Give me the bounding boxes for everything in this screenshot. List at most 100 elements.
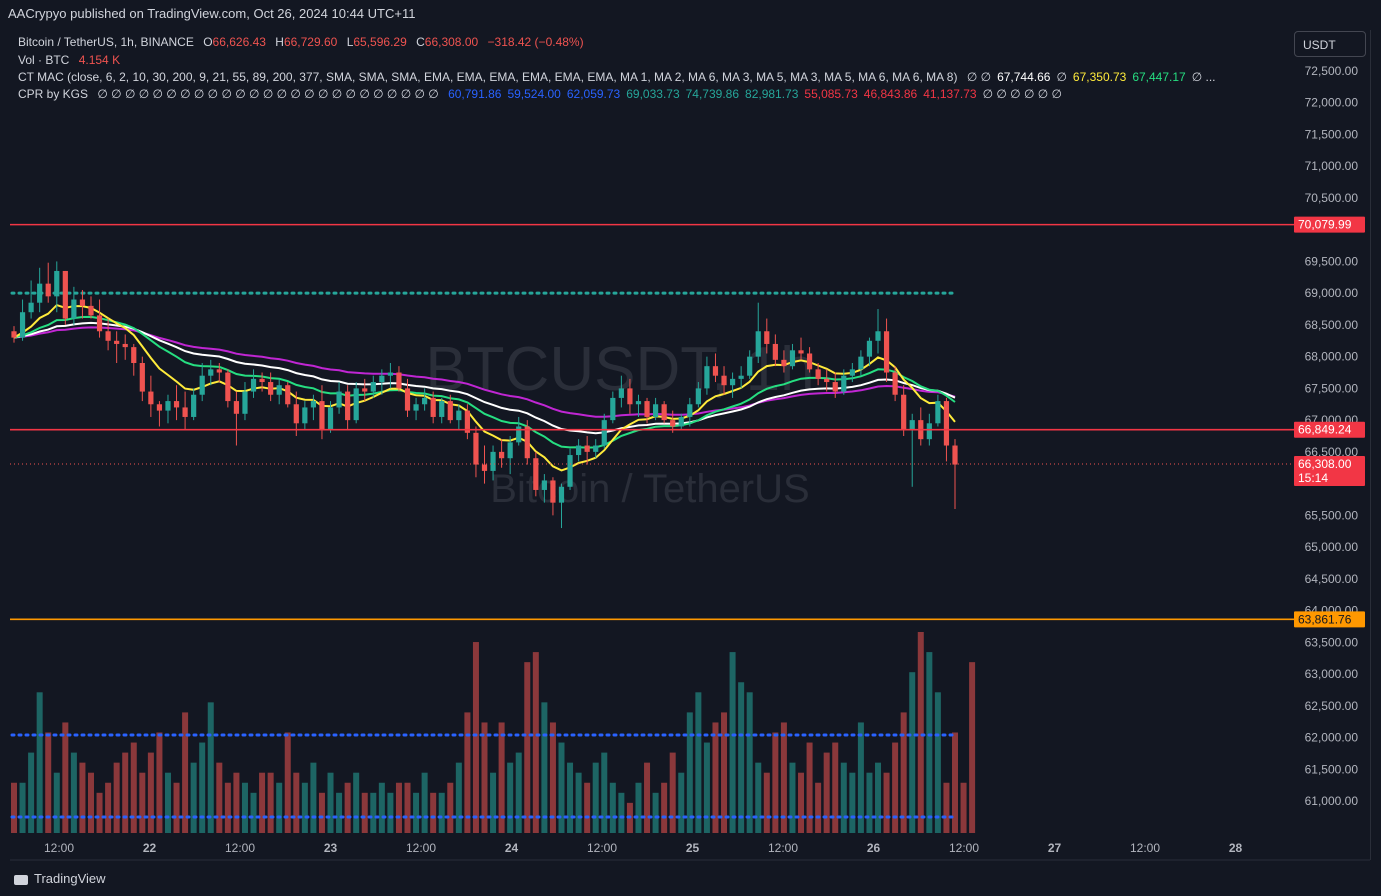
volume-bar-65 [567, 762, 574, 833]
time-tick-13: 28 [1229, 841, 1243, 855]
volume-bar-50 [438, 792, 445, 833]
candle-body-89 [772, 343, 778, 360]
volume-bar-48 [421, 772, 428, 833]
volume-bar-68 [592, 762, 599, 833]
price-tick-21: 61,000.00 [1305, 794, 1359, 808]
legend-cpr-value-9: ∅ ∅ ∅ ∅ ∅ ∅ [982, 87, 1062, 101]
volume-bar-15 [139, 772, 146, 833]
volume-bar-95 [823, 752, 830, 833]
time-tick-2: 12:00 [225, 841, 255, 855]
candle-body-3 [37, 283, 43, 303]
candle-body-69 [601, 420, 607, 446]
candle-body-103 [892, 372, 898, 395]
volume-bar-17 [156, 732, 163, 833]
volume-bar-19 [173, 782, 180, 833]
time-tick-12: 12:00 [1130, 841, 1160, 855]
volume-bar-43 [378, 782, 385, 833]
volume-bar-101 [875, 762, 882, 833]
legend-ctmac-value-2: ∅ [1056, 70, 1067, 84]
candle-body-24 [216, 369, 222, 373]
volume-bar-107 [926, 652, 933, 833]
volume-bar-58 [507, 762, 514, 833]
volume-bar-67 [584, 782, 591, 833]
candle-body-47 [413, 404, 419, 411]
price-tag-bg-1 [1294, 421, 1365, 438]
candle-body-107 [926, 423, 932, 440]
legend-volume-row[interactable]: Vol · BTC 4.154 K [18, 53, 126, 67]
price-tag-0: 70,079.99 [1298, 218, 1352, 232]
time-tick-11: 27 [1048, 841, 1062, 855]
candle-body-6 [62, 270, 68, 319]
candle-body-57 [499, 451, 505, 459]
volume-bar-5 [53, 772, 60, 833]
candle-body-16 [148, 391, 154, 405]
price-tick-0: 72,500.00 [1305, 64, 1359, 78]
volume-bar-112 [969, 662, 976, 833]
candle-body-25 [225, 372, 231, 402]
candle-body-43 [379, 375, 385, 383]
price-tick-14: 64,500.00 [1305, 572, 1359, 586]
volume-bar-8 [79, 762, 86, 833]
volume-bar-22 [199, 742, 206, 833]
price-axis: 72,500.00 72,000.00 71,500.00 71,000.00 70,5… [1305, 64, 1359, 808]
volume-bar-87 [755, 762, 762, 833]
legend-ctmac-row[interactable]: CT MAC (close, 6, 2, 10, 30, 200, 9, 21,… [18, 70, 1222, 84]
volume-bar-88 [763, 772, 770, 833]
volume-bar-89 [772, 732, 779, 833]
price-tick-18: 62,500.00 [1305, 699, 1359, 713]
volume-bar-36 [318, 792, 325, 833]
candle-body-101 [875, 331, 881, 341]
volume-bar-23 [207, 702, 214, 833]
ma-white-line [13, 321, 956, 435]
price-tick-16: 63,500.00 [1305, 635, 1359, 649]
volume-bar-26 [233, 772, 240, 833]
candle-body-31 [276, 385, 282, 395]
volume-bar-47 [413, 792, 420, 833]
volume-bar-9 [87, 772, 94, 833]
volume-bar-10 [96, 792, 103, 833]
candle-body-80 [695, 388, 701, 405]
candle-body-19 [173, 401, 180, 408]
candle-body-81 [704, 366, 710, 389]
candle-body-100 [866, 340, 873, 357]
candle-body-88 [764, 331, 770, 344]
candle-body-105 [909, 420, 915, 430]
candle-body-1 [19, 312, 26, 338]
volume-bar-34 [301, 782, 308, 833]
publisher-line: AACrypyo published on TradingView.com, O… [8, 6, 416, 21]
legend-change: −318.42 (−0.48%) [487, 35, 584, 49]
volume-bar-75 [652, 792, 659, 833]
candle-body-52 [456, 410, 462, 421]
time-tick-9: 26 [867, 841, 881, 855]
volume-bar-71 [618, 792, 625, 833]
candle-body-14 [131, 347, 137, 363]
legend-close: C66,308.00 [416, 35, 479, 49]
volume-bar-2 [28, 752, 35, 833]
tradingview-footer[interactable]: TradingView [14, 871, 106, 886]
currency-button[interactable]: USDT [1294, 31, 1366, 57]
legend-open: O66,626.43 [203, 35, 266, 49]
legend-symbol-row[interactable]: Bitcoin / TetherUS, 1h, BINANCE O66,626.… [18, 35, 590, 49]
price-tick-9: 67,500.00 [1305, 381, 1359, 395]
volume-bar-33 [293, 772, 300, 833]
candle-body-87 [755, 331, 761, 357]
volume-bar-59 [515, 752, 522, 833]
candle-body-4 [45, 283, 51, 297]
candle-body-56 [490, 451, 496, 471]
price-tick-13: 65,000.00 [1305, 540, 1359, 554]
candle-body-99 [858, 356, 864, 370]
candle-body-17 [156, 404, 163, 411]
price-tick-12: 65,500.00 [1305, 508, 1359, 522]
price-tick-7: 68,500.00 [1305, 318, 1359, 332]
volume-bar-111 [960, 782, 967, 833]
volume-bar-66 [575, 772, 582, 833]
volume-bar-31 [276, 782, 283, 833]
volume-bar-64 [558, 742, 565, 833]
volume-bar-6 [62, 722, 69, 833]
candle-body-102 [883, 331, 890, 373]
legend-cpr-row[interactable]: CPR by KGS ∅ ∅ ∅ ∅ ∅ ∅ ∅ ∅ ∅ ∅ ∅ ∅ ∅ ∅ ∅… [18, 87, 1068, 101]
candle-body-9 [88, 305, 94, 316]
volume-bar-93 [806, 742, 813, 833]
candle-body-65 [567, 455, 573, 487]
